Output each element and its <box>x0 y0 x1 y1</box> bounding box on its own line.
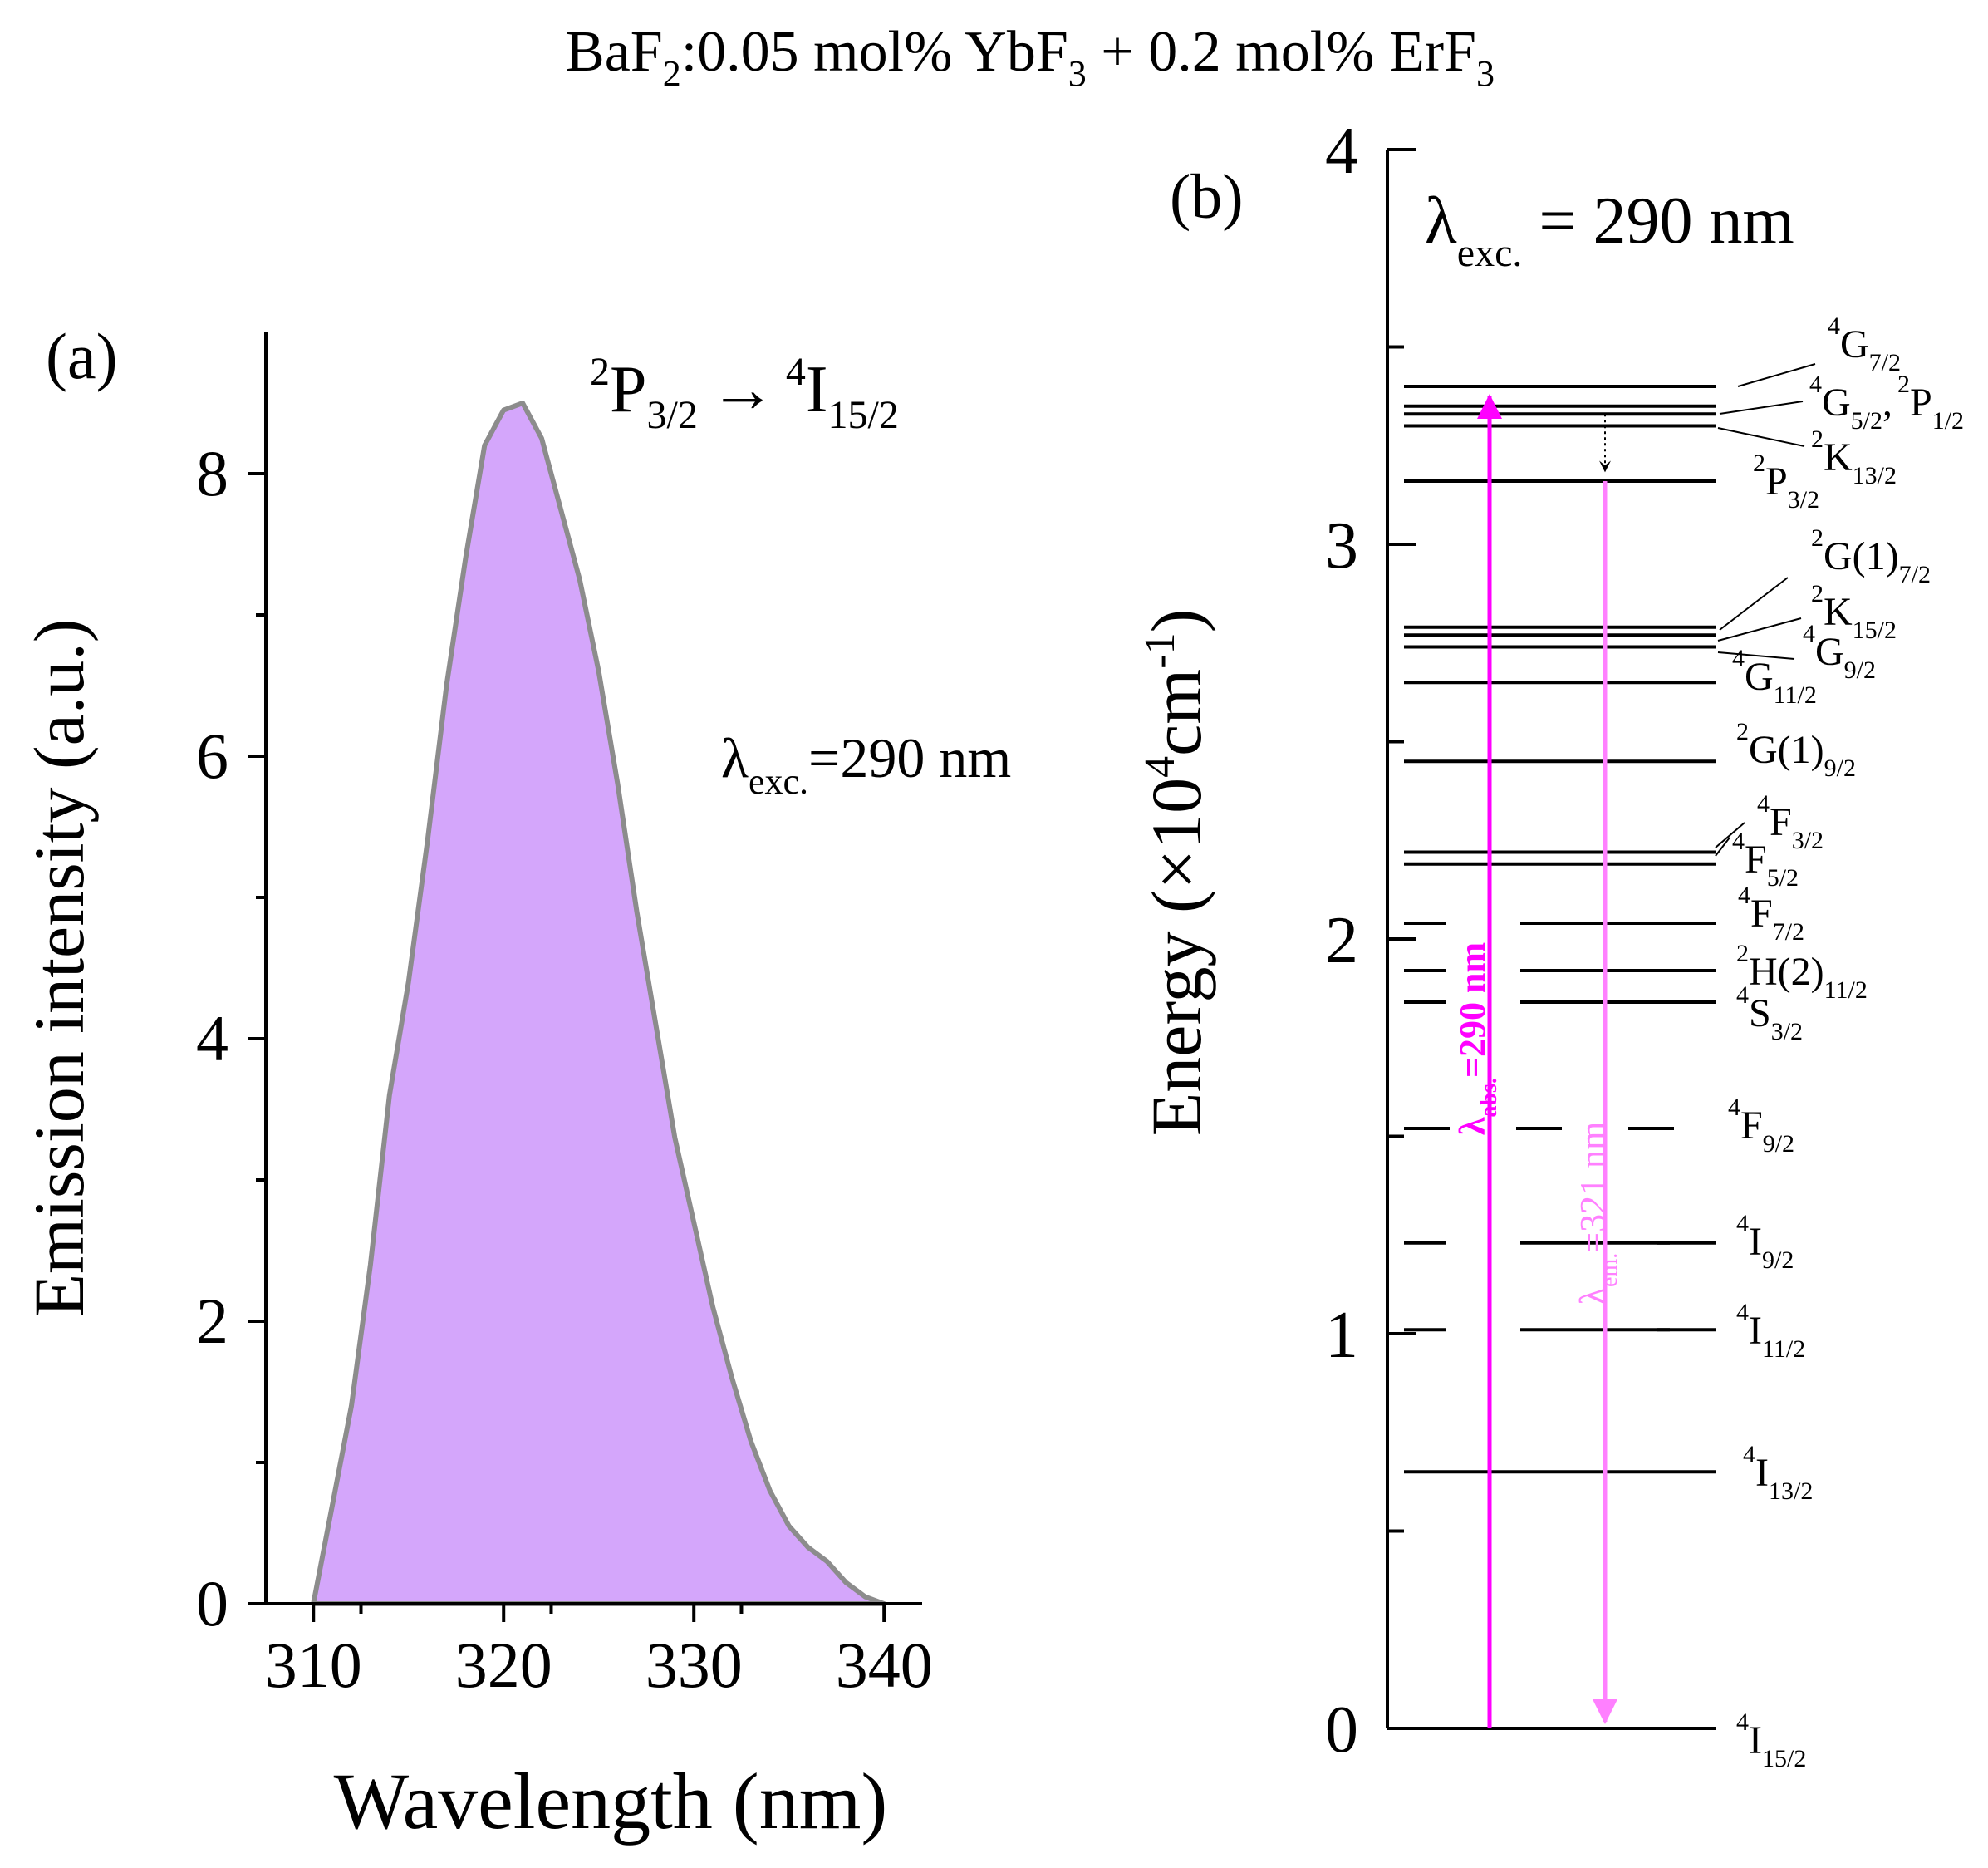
panel-b-energy-diagram: (b) λexc. = 290 nm Energy (×104cm-1) 0 1 2… <box>1136 115 1964 1772</box>
y-tick-label: 2 <box>196 1285 228 1357</box>
level-label-4F7_2: 4F7/2 <box>1738 882 1804 946</box>
energy-tick-label: 0 <box>1325 1693 1358 1767</box>
level-label-4F3_2: 4F3/2 <box>1757 790 1824 854</box>
level-label-4G7_2: 4G7/2 <box>1828 312 1901 376</box>
energy-tick-label: 1 <box>1325 1299 1358 1372</box>
level-label-2H2_11_2: 2H(2)11/2 <box>1736 940 1868 1004</box>
y-tick-label: 8 <box>196 437 228 509</box>
energy-levels <box>1404 385 1716 1730</box>
excitation-annotation: λexc.=290 nm <box>721 726 1011 802</box>
y-tick-label: 4 <box>196 1002 228 1074</box>
leader-line <box>1717 617 1802 642</box>
y-tick-label: 0 <box>196 1567 228 1639</box>
panel-b-label: (b) <box>1170 162 1244 232</box>
x-tick-label: 330 <box>645 1629 743 1701</box>
level-label-4I11_2: 4I11/2 <box>1736 1299 1805 1363</box>
panel-a-label: (a) <box>46 320 118 392</box>
excitation-wavelength: λexc. = 290 nm <box>1425 184 1794 275</box>
y-axis-ticks: 0 2 4 6 8 <box>196 437 266 1639</box>
level-label-2G1_9_2: 2G(1)9/2 <box>1736 718 1856 782</box>
figure-title: BaF2:0.05 mol% YbF3 + 0.2 mol% ErF3 <box>566 20 1495 94</box>
leader-line <box>1737 363 1816 387</box>
energy-tick-label: 2 <box>1325 904 1358 977</box>
level-label-4F5_2: 4F5/2 <box>1732 828 1799 892</box>
y-axis-label: Emission intensity (a.u.) <box>19 619 99 1318</box>
x-tick-label: 320 <box>455 1629 552 1701</box>
level-label-4S3_2: 4S3/2 <box>1736 981 1803 1045</box>
leader-line <box>1717 427 1805 447</box>
energy-axis-label: Energy (×104cm-1) <box>1136 609 1216 1136</box>
transition-label: 2P3/2 → 4I15/2 <box>590 350 899 437</box>
level-label-4I15_2: 4I15/2 <box>1736 1708 1806 1772</box>
level-label-4I9_2: 4I9/2 <box>1736 1210 1794 1274</box>
emission-spectrum-area <box>311 401 887 1606</box>
level-label-4G9_2: 4G9/2 <box>1803 620 1876 684</box>
energy-axis-ticks: 0 1 2 3 4 <box>1325 115 1416 1767</box>
energy-tick-label: 4 <box>1325 115 1358 188</box>
level-label-4F9_2: 4F9/2 <box>1728 1094 1794 1158</box>
axes-frame <box>264 332 922 1605</box>
level-label-2K13_2: 2K13/2 <box>1811 425 1897 489</box>
y-tick-label: 6 <box>196 720 228 792</box>
level-label-4G5_2-2P1_2: 4G5/2, 2P1/2 <box>1809 371 1964 435</box>
absorption-label: λabs.=290 nm <box>1452 942 1502 1135</box>
leader-line <box>1715 837 1730 857</box>
emission-label: λem.=321 nm <box>1573 1122 1622 1305</box>
leader-line <box>1719 401 1804 415</box>
x-axis-label: Wavelength (nm) <box>334 1757 888 1846</box>
level-label-4I13_2: 4I13/2 <box>1743 1441 1813 1505</box>
x-axis-ticks: 310 320 330 340 <box>265 1604 933 1701</box>
x-tick-label: 340 <box>836 1629 933 1701</box>
leader-line <box>1715 822 1745 848</box>
leader-line <box>1717 651 1795 660</box>
transition-arrows <box>1477 394 1617 1728</box>
level-labels: 4I15/2 4I13/2 4I11/2 4I9/2 4F9/2 4S3/2 2… <box>1728 312 1964 1772</box>
label-leader-lines <box>1715 363 1816 857</box>
level-label-2P3_2: 2P3/2 <box>1753 450 1819 514</box>
energy-tick-label: 3 <box>1325 509 1358 583</box>
level-label-4G11_2: 4G11/2 <box>1732 645 1817 709</box>
panel-a-emission-spectrum: (a) 310 320 330 340 0 2 4 6 8 Wavelength (nm) E… <box>19 320 1011 1846</box>
level-label-2K15_2: 2K15/2 <box>1811 580 1897 644</box>
level-label-2G1_7_2: 2G(1)7/2 <box>1811 524 1931 588</box>
leader-line <box>1719 577 1789 631</box>
x-tick-label: 310 <box>265 1629 362 1701</box>
